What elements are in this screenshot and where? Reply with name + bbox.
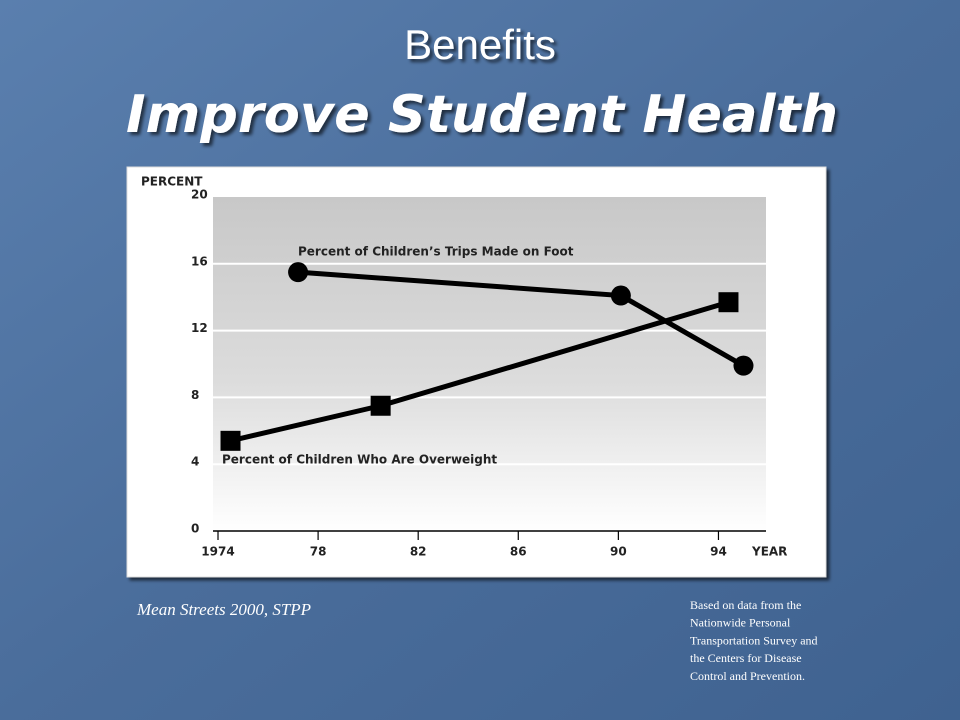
note-line: Nationwide Personal bbox=[690, 616, 791, 630]
point-marker bbox=[733, 355, 754, 376]
y-tick-label: 8 bbox=[191, 388, 199, 402]
y-axis-label: PERCENT bbox=[141, 175, 203, 189]
note-line: the Centers for Disease bbox=[690, 651, 802, 665]
y-tick-label: 16 bbox=[191, 254, 208, 268]
slide-title: Benefits bbox=[404, 21, 556, 68]
point-marker bbox=[610, 285, 631, 306]
x-tick-label: 78 bbox=[310, 545, 327, 559]
note-line: Control and Prevention. bbox=[690, 669, 805, 683]
x-axis-label: YEAR bbox=[751, 545, 787, 559]
x-tick-label: 94 bbox=[710, 545, 727, 559]
series-label: Percent of Children Who Are Overweight bbox=[222, 453, 497, 467]
slide-subtitle: Improve Student Health bbox=[126, 85, 838, 145]
x-tick-label: 1974 bbox=[201, 545, 234, 559]
point-marker bbox=[718, 292, 739, 313]
note-line: Transportation Survey and bbox=[690, 633, 818, 647]
series-label: Percent of Children’s Trips Made on Foot bbox=[298, 245, 574, 259]
point-marker bbox=[220, 430, 241, 451]
point-marker bbox=[370, 395, 391, 416]
x-tick-label: 86 bbox=[510, 545, 527, 559]
y-tick-label: 4 bbox=[191, 455, 199, 469]
y-tick-label: 0 bbox=[191, 522, 199, 536]
y-tick-label: 20 bbox=[191, 188, 208, 202]
source: Mean Streets 2000, STPP bbox=[136, 600, 311, 619]
y-tick-label: 12 bbox=[191, 321, 208, 335]
plot-area bbox=[213, 197, 766, 531]
x-tick-label: 82 bbox=[410, 545, 427, 559]
x-tick-label: 90 bbox=[610, 545, 627, 559]
note-line: Based on data from the bbox=[690, 598, 801, 612]
point-marker bbox=[288, 262, 309, 283]
